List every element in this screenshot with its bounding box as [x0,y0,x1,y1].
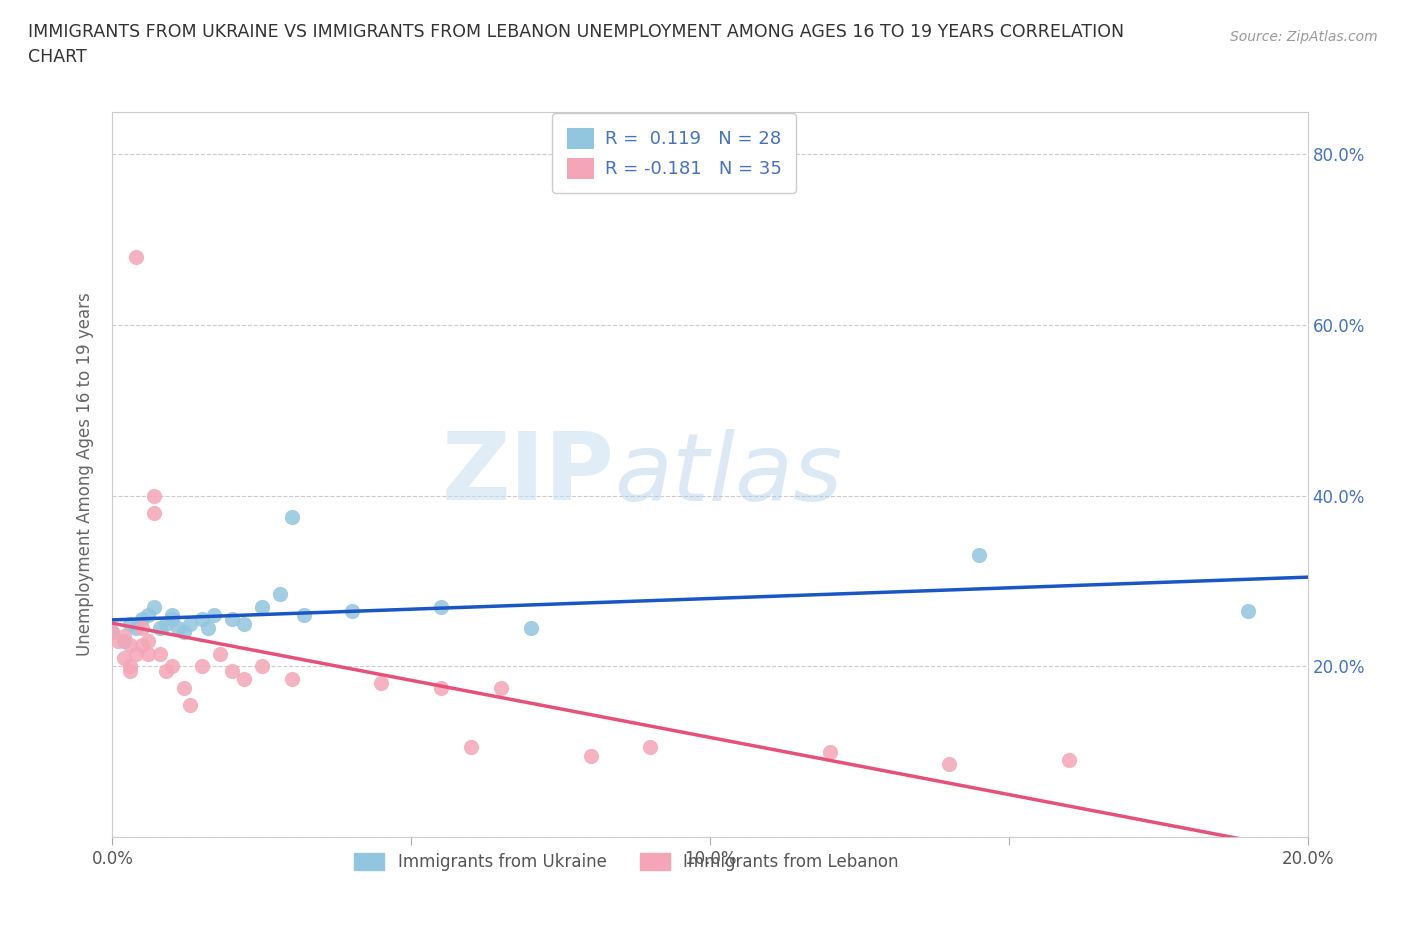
Text: atlas: atlas [614,429,842,520]
Point [120,658,142,673]
Point [1057,752,1080,767]
Point [114,650,135,665]
Point [430,599,453,614]
Point [269,586,291,601]
Point [131,612,153,627]
Point [179,617,201,631]
Point [138,633,160,648]
Point [131,620,153,635]
Point [250,658,273,673]
Point [149,646,172,661]
Point [173,625,195,640]
Point [191,612,214,627]
Point [179,698,201,712]
Point [221,663,243,678]
Point [101,625,124,640]
Point [143,599,166,614]
Point [1237,604,1260,618]
Point [579,749,602,764]
Point [138,607,160,622]
Point [489,680,512,695]
Point [101,625,124,640]
Point [149,620,172,635]
Point [162,612,183,627]
Point [209,646,232,661]
Point [131,638,153,653]
Point [938,757,960,772]
Point [162,658,183,673]
Point [370,676,392,691]
Point [167,620,190,635]
Point [281,510,304,525]
Text: Source: ZipAtlas.com: Source: ZipAtlas.com [1230,30,1378,44]
Point [120,617,142,631]
Point [125,646,148,661]
Point [138,646,160,661]
Point [520,620,543,635]
Text: IMMIGRANTS FROM UKRAINE VS IMMIGRANTS FROM LEBANON UNEMPLOYMENT AMONG AGES 16 TO: IMMIGRANTS FROM UKRAINE VS IMMIGRANTS FR… [28,23,1125,66]
Point [143,505,166,520]
Point [197,620,219,635]
Point [202,607,225,622]
Point [107,633,129,648]
Point [430,680,453,695]
Point [155,663,177,678]
Point [173,680,195,695]
Point [143,488,166,503]
Point [125,620,148,635]
Point [162,607,183,622]
Point [155,617,177,631]
Point [292,607,315,622]
Legend: Immigrants from Ukraine, Immigrants from Lebanon: Immigrants from Ukraine, Immigrants from… [346,844,907,880]
Point [125,249,148,264]
Point [967,548,990,563]
Point [233,671,256,686]
Point [120,663,142,678]
Y-axis label: Unemployment Among Ages 16 to 19 years: Unemployment Among Ages 16 to 19 years [76,292,94,657]
Point [120,638,142,653]
Point [221,612,243,627]
Point [114,629,135,644]
Point [250,599,273,614]
Point [233,617,256,631]
Point [191,658,214,673]
Point [460,740,482,755]
Point [281,671,304,686]
Point [114,633,135,648]
Point [818,744,841,759]
Point [640,740,662,755]
Text: ZIP: ZIP [441,429,614,520]
Point [340,604,363,618]
